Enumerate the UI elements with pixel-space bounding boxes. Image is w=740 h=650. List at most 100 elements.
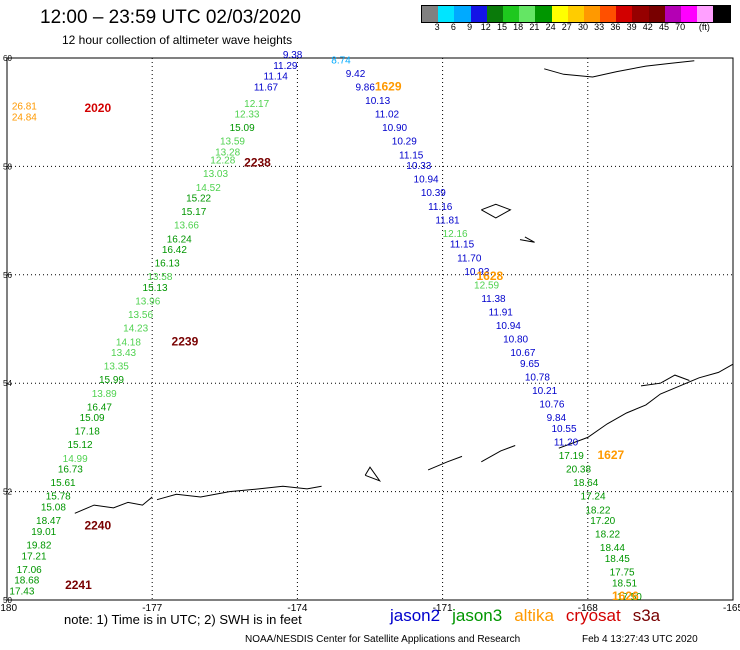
wave-height-value: 13.58 bbox=[147, 272, 172, 283]
wave-height-value: 14.18 bbox=[116, 337, 141, 348]
legend-entry-jason3: jason3 bbox=[452, 606, 503, 625]
track-label: 2241 bbox=[65, 578, 92, 592]
color-swatch bbox=[664, 6, 681, 22]
coastline bbox=[544, 60, 695, 78]
legend-entry-jason2: jason2 bbox=[390, 606, 441, 625]
coastline bbox=[364, 466, 382, 482]
wave-height-value: 10.94 bbox=[414, 175, 439, 186]
color-swatch bbox=[713, 6, 730, 22]
wave-height-value: 10.13 bbox=[365, 96, 390, 107]
wave-height-value: 18.51 bbox=[612, 578, 637, 589]
wave-height-value: 15.99 bbox=[99, 375, 124, 386]
color-scale-bar bbox=[421, 5, 731, 23]
map-frame bbox=[6, 57, 734, 601]
wave-height-value: 18.47 bbox=[36, 516, 61, 527]
generation-timestamp: Feb 4 13:27:43 UTC 2020 bbox=[582, 634, 698, 645]
track-label: 2020 bbox=[84, 101, 111, 115]
wave-height-value: 15.08 bbox=[41, 503, 66, 514]
latitude-tick-label: 60 bbox=[3, 54, 12, 63]
coastline bbox=[156, 485, 322, 501]
satellite-legend: jason2 jason3 altika cryosat s3a bbox=[390, 606, 672, 626]
wave-height-value: 9.42 bbox=[346, 69, 366, 80]
wave-height-value: 11.15 bbox=[399, 150, 424, 161]
color-swatch bbox=[551, 6, 568, 22]
wave-height-value: 16.42 bbox=[162, 245, 187, 256]
wave-height-value: 18.64 bbox=[573, 478, 598, 489]
color-scale-label: 45 bbox=[658, 22, 670, 32]
wave-height-value: 11.20 bbox=[554, 438, 579, 449]
wave-height-value: 11.67 bbox=[254, 83, 279, 94]
wave-height-value: 10.67 bbox=[510, 348, 535, 359]
longitude-tick-label: -171 bbox=[433, 603, 453, 614]
wave-height-value: 10.94 bbox=[496, 321, 521, 332]
latitude-tick-label: 58 bbox=[3, 162, 12, 171]
color-swatch bbox=[583, 6, 601, 22]
color-swatch bbox=[519, 6, 536, 22]
wave-height-value: 17.19 bbox=[559, 451, 584, 462]
color-swatch bbox=[454, 6, 471, 22]
color-swatch bbox=[486, 6, 503, 22]
wave-height-value: 12.17 bbox=[244, 99, 269, 110]
wave-height-value: 13.59 bbox=[220, 137, 245, 148]
track-label: 2238 bbox=[244, 155, 271, 169]
color-swatch bbox=[648, 6, 665, 22]
track-label: 2239 bbox=[172, 334, 199, 348]
color-scale-label: 33 bbox=[594, 22, 605, 32]
wave-height-value: 9.38 bbox=[283, 50, 303, 61]
longitude-tick-label: -180 bbox=[0, 603, 17, 614]
color-swatch bbox=[616, 6, 633, 22]
latitude-tick-label: 52 bbox=[3, 488, 12, 497]
coastline bbox=[640, 374, 690, 387]
wave-height-value: 10.93 bbox=[464, 267, 489, 278]
color-swatch bbox=[632, 6, 649, 22]
coastline bbox=[519, 236, 535, 243]
longitude-tick-label: -177 bbox=[142, 603, 162, 614]
wave-height-value: 11.70 bbox=[457, 253, 482, 264]
color-scale-label: 24 bbox=[545, 22, 556, 32]
wave-height-value: 15.09 bbox=[80, 413, 105, 424]
wave-height-value: 15.12 bbox=[68, 440, 93, 451]
wave-height-value: 16.13 bbox=[155, 259, 180, 270]
wave-height-value: 16.24 bbox=[167, 234, 192, 245]
color-scale-label: 30 bbox=[577, 22, 589, 32]
color-scale-label: 15 bbox=[496, 22, 508, 32]
wave-height-value: 13.66 bbox=[174, 221, 199, 232]
color-swatch bbox=[535, 6, 552, 22]
color-scale-label: 18 bbox=[513, 22, 524, 32]
wave-height-value: 17.24 bbox=[581, 492, 606, 503]
wave-height-value: 16.73 bbox=[58, 465, 83, 476]
wave-height-value: 10.78 bbox=[525, 372, 550, 383]
wave-height-value: 15.09 bbox=[230, 123, 255, 134]
wave-height-value: 11.91 bbox=[489, 307, 514, 318]
wave-height-value: 17.06 bbox=[17, 565, 42, 576]
latitude-tick-label: 50 bbox=[3, 596, 12, 605]
color-scale-label: 21 bbox=[529, 22, 540, 32]
color-scale-label: 3 bbox=[434, 22, 440, 32]
wave-height-value: 18.22 bbox=[585, 505, 610, 516]
wave-height-value: 11.02 bbox=[375, 110, 400, 121]
wave-height-value: 11.38 bbox=[481, 294, 506, 305]
wave-height-value: 18.44 bbox=[600, 543, 625, 554]
coastline bbox=[481, 445, 516, 463]
coastline bbox=[74, 496, 153, 514]
wave-height-value: 15.22 bbox=[186, 194, 211, 205]
wave-height-value: 20.38 bbox=[566, 465, 591, 476]
wave-height-value: 17.43 bbox=[9, 587, 34, 598]
color-swatch bbox=[502, 6, 520, 22]
credit-line: NOAA/NESDIS Center for Satellite Applica… bbox=[245, 634, 521, 645]
track-label: 1627 bbox=[597, 448, 624, 462]
wave-height-value: 10.29 bbox=[392, 137, 417, 148]
wave-height-value: 10.21 bbox=[532, 386, 557, 397]
wave-height-value: 10.55 bbox=[552, 424, 577, 435]
wave-height-value: 10.80 bbox=[503, 335, 528, 346]
wave-height-value: 13.35 bbox=[104, 362, 129, 373]
wave-height-value: 13.43 bbox=[111, 348, 136, 359]
wave-height-value: 19.01 bbox=[31, 527, 56, 538]
track-label: 2240 bbox=[84, 519, 111, 533]
coastline bbox=[427, 455, 463, 471]
wave-height-value: 8.74 bbox=[331, 55, 351, 66]
wave-height-value: 10.90 bbox=[382, 123, 407, 134]
wave-height-value: 24.84 bbox=[12, 112, 37, 123]
color-scale-labels: 3 6 9 12 15 18 21 24 27 30 33 36 39 42 45 70 (ft) bbox=[421, 22, 721, 34]
color-swatch bbox=[697, 6, 714, 22]
